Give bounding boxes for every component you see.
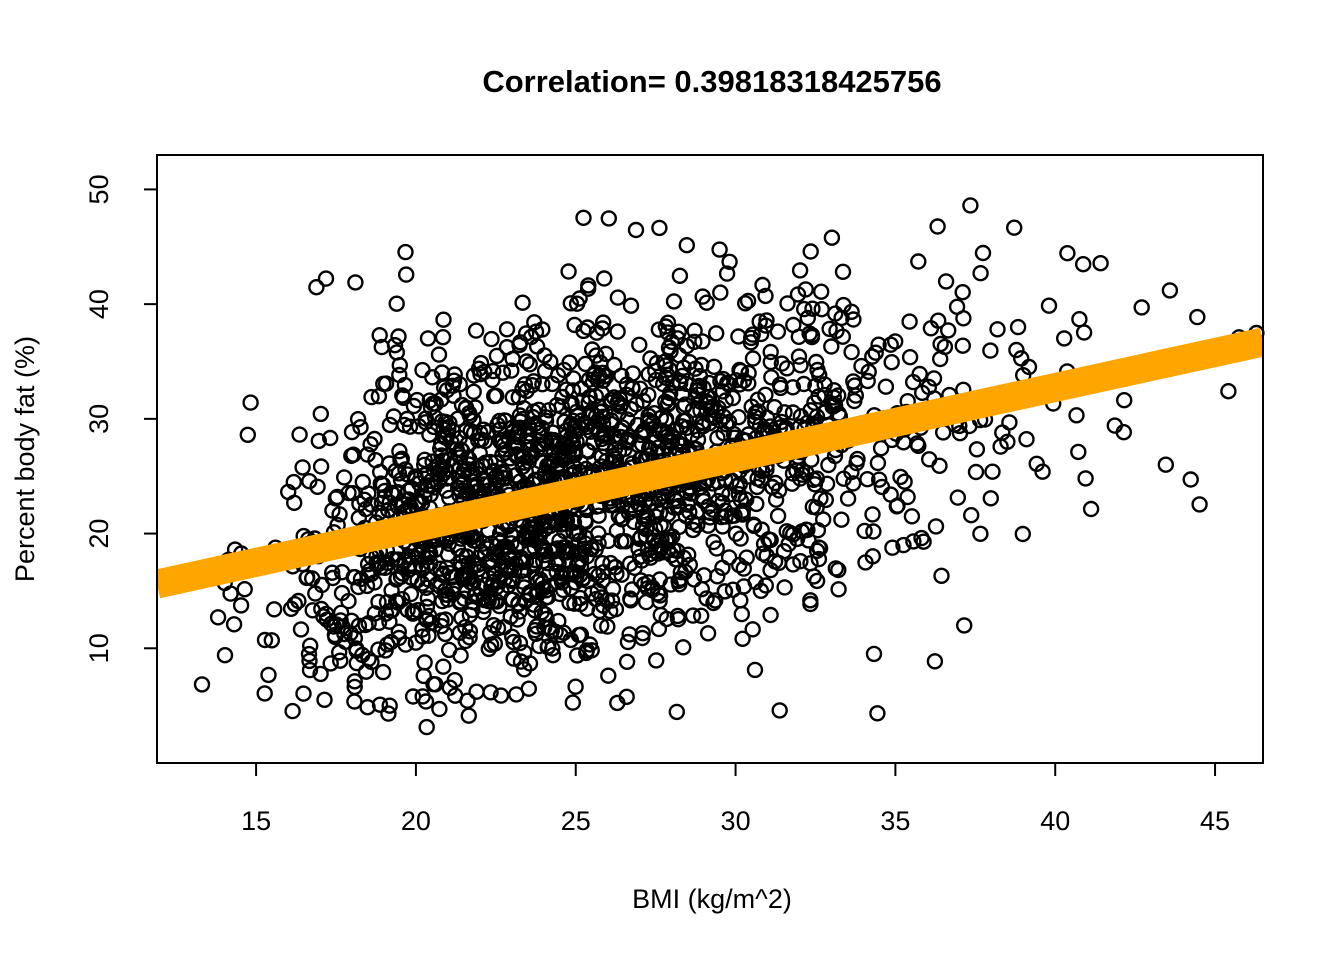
plot-frame — [156, 154, 1264, 764]
x-tick-label: 25 — [561, 806, 591, 836]
y-tick-label: 30 — [84, 404, 114, 434]
y-tick-label: 10 — [84, 633, 114, 663]
x-tick-label: 15 — [241, 806, 271, 836]
regression-line — [157, 327, 1263, 599]
y-axis-label: Percent body fat (%) — [10, 336, 40, 582]
x-tick-label: 45 — [1200, 806, 1230, 836]
x-tick-label: 35 — [880, 806, 910, 836]
x-axis-label: BMI (kg/m^2) — [632, 884, 792, 914]
x-tick-label: 20 — [401, 806, 431, 836]
plot-area: 15 20 25 30 35 40 45 10 20 30 40 50 — [84, 154, 1265, 836]
y-tick-label: 50 — [84, 174, 114, 204]
chart-title: Correlation= 0.39818318425756 — [482, 64, 941, 99]
x-tick-label: 30 — [721, 806, 751, 836]
x-tick-label: 40 — [1040, 806, 1070, 836]
y-tick-label: 20 — [84, 519, 114, 549]
y-tick-label: 40 — [84, 289, 114, 319]
